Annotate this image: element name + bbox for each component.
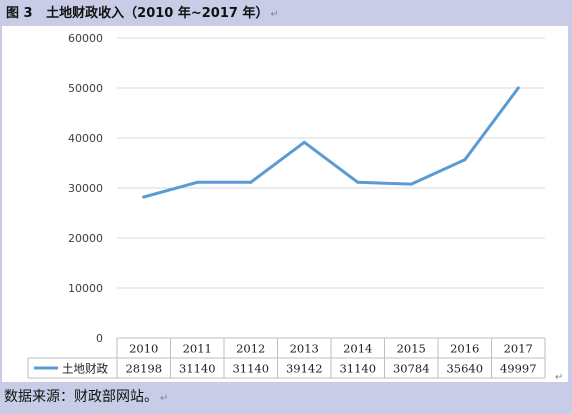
data-point (249, 180, 253, 184)
figure-label: 图 3 (6, 6, 33, 21)
data-point (195, 180, 199, 184)
y-tick-label: 50000 (68, 82, 103, 95)
data-point (302, 140, 306, 144)
y-tick-label: 0 (96, 332, 103, 345)
x-category-label: 2016 (450, 342, 479, 356)
data-table-value: 31140 (232, 362, 269, 376)
x-category-label: 2017 (504, 342, 533, 356)
y-tick-label: 10000 (68, 282, 103, 295)
y-tick-label: 20000 (68, 232, 103, 245)
line-chart: 0 10000 20000 30000 40000 50000 60000 2010 2011 2… (27, 32, 546, 379)
x-category-label: 2010 (129, 342, 158, 356)
data-point (463, 158, 467, 162)
paragraph-mark-icon: ↵ (270, 9, 279, 20)
data-table-value: 30784 (393, 362, 430, 376)
x-category-label: 2014 (343, 342, 372, 356)
data-table-value: 49997 (500, 362, 537, 376)
data-point (142, 195, 146, 199)
data-table-value: 31140 (339, 362, 376, 376)
data-table-value: 35640 (446, 362, 483, 376)
data-point (356, 180, 360, 184)
source-text: 数据来源：财政部网站。 (4, 389, 158, 405)
y-tick-label: 60000 (68, 32, 103, 45)
paragraph-mark-icon: ↵ (160, 393, 169, 404)
chart-panel: 0 10000 20000 30000 40000 50000 60000 2010 2011 2… (2, 26, 568, 382)
legend-label: 土地财政 (62, 362, 108, 376)
y-tick-label: 30000 (68, 182, 103, 195)
x-category-label: 2012 (236, 342, 265, 356)
figure-title: 土地财政收入（2010 年~2017 年） (46, 6, 269, 21)
paragraph-mark-icon: ↵ (555, 372, 564, 383)
figure-caption: 图 3 土地财政收入（2010 年~2017 年） ↵ (6, 4, 279, 24)
x-category-label: 2015 (397, 342, 426, 356)
data-point (409, 182, 413, 186)
data-table-value: 28198 (125, 362, 162, 376)
source-note: 数据来源：财政部网站。 ↵ (4, 386, 168, 408)
x-category-label: 2011 (183, 342, 212, 356)
data-table-value: 39142 (286, 362, 323, 376)
y-tick-label: 40000 (68, 132, 103, 145)
x-category-label: 2013 (290, 342, 319, 356)
series-line (142, 86, 520, 199)
data-table-value: 31140 (179, 362, 216, 376)
data-point (516, 86, 520, 90)
